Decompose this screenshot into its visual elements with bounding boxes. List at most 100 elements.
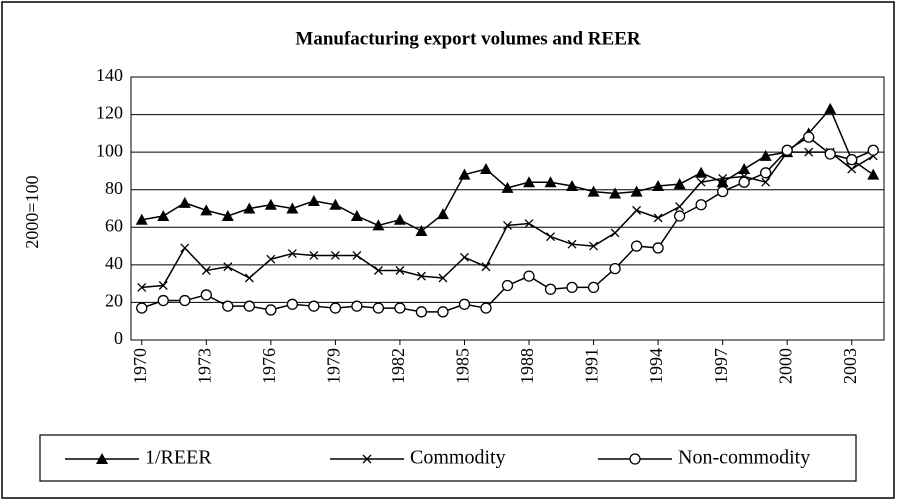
y-tick-label: 80 — [105, 178, 123, 198]
marker-triangle — [372, 219, 385, 231]
marker-x — [137, 282, 147, 292]
marker-triangle — [501, 181, 514, 193]
marker-circle — [781, 144, 793, 156]
x-tick-label: 1970 — [130, 348, 150, 384]
marker-x — [416, 271, 426, 281]
marker-x — [244, 273, 254, 283]
legend-marker — [96, 453, 108, 464]
marker-x — [460, 252, 469, 262]
marker-x — [438, 273, 448, 283]
marker-triangle — [200, 204, 213, 216]
marker-x — [632, 205, 642, 215]
marker-x — [266, 254, 276, 264]
marker-x — [804, 147, 814, 157]
marker-circle — [308, 300, 320, 312]
marker-triangle — [243, 202, 256, 214]
x-tick-label: 1994 — [646, 348, 666, 384]
legend-label: 1/REER — [145, 447, 212, 469]
marker-triangle — [673, 178, 686, 190]
x-tick-label: 1988 — [517, 348, 537, 384]
marker-x — [524, 219, 534, 228]
x-tick-label: 1973 — [194, 348, 214, 384]
marker-circle — [243, 300, 255, 312]
marker-circle — [867, 144, 879, 156]
marker-circle — [394, 302, 406, 314]
marker-circle — [566, 281, 578, 294]
y-tick-label: 0 — [114, 328, 123, 348]
marker-circle — [673, 210, 686, 222]
marker-triangle — [221, 210, 234, 222]
marker-x — [352, 251, 362, 260]
marker-triangle — [264, 198, 277, 210]
marker-triangle — [415, 225, 428, 237]
legend-box — [39, 434, 857, 482]
marker-triangle — [652, 179, 665, 191]
marker-x — [696, 177, 706, 187]
marker-circle — [265, 304, 277, 316]
marker-circle — [760, 167, 772, 179]
marker-circle — [329, 302, 342, 314]
marker-x — [675, 202, 685, 212]
marker-x — [503, 220, 512, 230]
marker-circle — [351, 300, 363, 312]
marker-circle — [480, 302, 492, 314]
marker-circle — [179, 294, 191, 307]
marker-x — [610, 228, 620, 238]
marker-circle — [544, 283, 557, 295]
marker-triangle — [157, 210, 170, 222]
marker-triangle — [566, 179, 579, 191]
marker-circle — [372, 302, 385, 314]
marker-circle — [824, 148, 836, 160]
marker-triangle — [738, 163, 751, 175]
marker-x — [589, 241, 599, 251]
marker-circle — [630, 240, 643, 252]
y-tick-label: 20 — [105, 291, 123, 311]
marker-triangle — [286, 202, 299, 214]
marker-triangle — [307, 194, 320, 206]
marker-x — [223, 262, 233, 272]
legend-label: Commodity — [410, 447, 506, 469]
marker-circle — [222, 300, 234, 312]
marker-triangle — [630, 185, 643, 197]
marker-circle — [501, 279, 514, 292]
marker-triangle — [759, 149, 772, 161]
marker-circle — [458, 298, 471, 310]
marker-triangle — [178, 196, 191, 208]
marker-triangle — [523, 176, 536, 188]
marker-x — [761, 177, 771, 187]
marker-x — [546, 232, 555, 242]
legend-label: Non-commodity — [678, 447, 810, 469]
marker-circle — [136, 302, 148, 314]
marker-triangle — [135, 213, 148, 225]
marker-x — [653, 213, 663, 223]
marker-triangle — [609, 187, 622, 199]
x-tick-label: 2003 — [840, 348, 860, 384]
marker-triangle — [587, 185, 600, 197]
marker-triangle — [479, 163, 492, 175]
x-tick-label: 2000 — [775, 348, 795, 384]
marker-triangle — [544, 176, 557, 188]
marker-circle — [523, 270, 535, 282]
legend-marker — [629, 453, 641, 465]
y-tick-label: 40 — [105, 253, 123, 273]
marker-circle — [695, 199, 707, 211]
x-tick-label: 1982 — [388, 348, 408, 384]
marker-circle — [652, 242, 664, 254]
marker-x — [373, 266, 383, 275]
marker-x — [201, 266, 211, 275]
marker-triangle — [716, 176, 729, 188]
marker-x — [330, 251, 340, 260]
marker-x — [158, 281, 168, 290]
marker-circle — [609, 262, 621, 275]
marker-triangle — [436, 208, 449, 220]
marker-circle — [200, 289, 212, 301]
marker-triangle — [695, 166, 708, 178]
y-tick-label: 120 — [96, 103, 123, 123]
x-tick-label: 1979 — [324, 348, 344, 384]
marker-circle — [437, 306, 449, 318]
x-tick-label: 1976 — [259, 348, 279, 384]
marker-triangle — [458, 168, 471, 180]
y-tick-label: 100 — [96, 140, 123, 160]
